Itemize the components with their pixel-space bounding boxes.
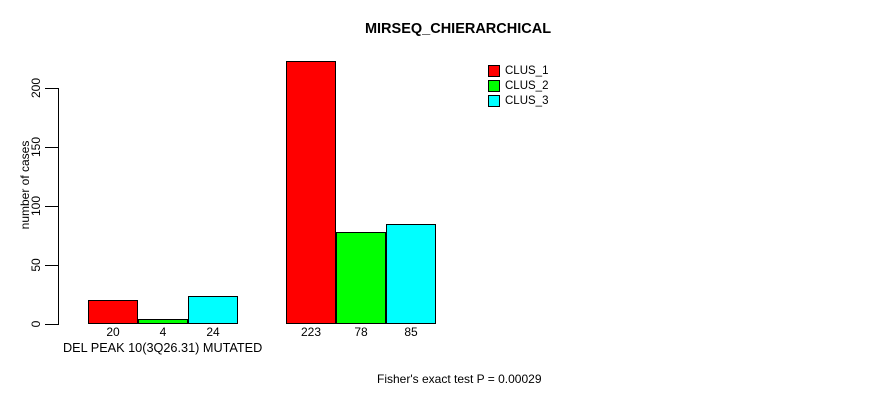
legend-swatch <box>488 95 500 107</box>
y-axis-tick <box>45 206 59 207</box>
bar-value-label: 85 <box>404 325 418 339</box>
y-tick-label: 100 <box>29 195 43 217</box>
bar-value-label: 24 <box>206 325 220 339</box>
legend-label: CLUS_3 <box>505 95 549 107</box>
legend-swatch <box>488 80 500 92</box>
legend-swatch <box>488 65 500 77</box>
bar-value-label: 20 <box>106 325 120 339</box>
y-tick-label: 50 <box>29 258 43 272</box>
chart-title: MIRSEQ_CHIERARCHICAL <box>364 21 552 37</box>
y-axis-tick <box>45 324 59 325</box>
annotation-text: Fisher's exact test P = 0.00029 <box>377 372 542 386</box>
y-axis-tick <box>45 88 59 89</box>
bar-clus_3-group1 <box>188 295 238 324</box>
bar-clus_2-group1 <box>138 319 188 324</box>
bar-value-label: 4 <box>159 325 167 339</box>
y-tick-label: 200 <box>29 77 43 99</box>
bar-clus_3-group2 <box>386 223 436 324</box>
legend-item: CLUS_3 <box>488 95 548 107</box>
bar-value-label: 223 <box>300 325 322 339</box>
bar-clus_1-group1 <box>88 300 138 324</box>
legend-label: CLUS_1 <box>505 65 549 77</box>
bar-value-label: 78 <box>354 325 368 339</box>
y-axis-tick <box>45 147 59 148</box>
legend-label: CLUS_2 <box>505 80 549 92</box>
legend-item: CLUS_2 <box>488 80 548 92</box>
bar-clus_2-group2 <box>336 231 386 324</box>
y-axis-tick <box>45 265 59 266</box>
bar-clus_1-group2 <box>286 60 336 324</box>
x-axis-title: DEL PEAK 10(3Q26.31) MUTATED <box>63 341 263 355</box>
y-tick-label: 150 <box>29 136 43 158</box>
y-tick-label: 0 <box>29 320 43 328</box>
legend-item: CLUS_1 <box>488 65 548 77</box>
